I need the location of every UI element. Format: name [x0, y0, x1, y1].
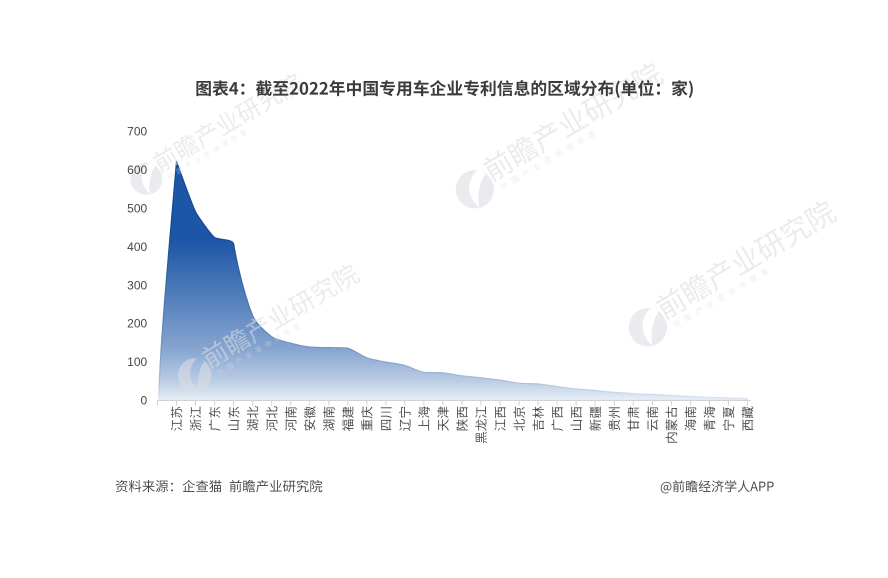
svg-text:100: 100 — [127, 355, 147, 369]
svg-text:600: 600 — [127, 163, 147, 177]
svg-text:200: 200 — [127, 317, 147, 331]
svg-text:700: 700 — [127, 125, 147, 139]
svg-text:300: 300 — [127, 278, 147, 292]
svg-text:400: 400 — [127, 240, 147, 254]
svg-text:500: 500 — [127, 202, 147, 216]
svg-text:0: 0 — [141, 394, 148, 408]
